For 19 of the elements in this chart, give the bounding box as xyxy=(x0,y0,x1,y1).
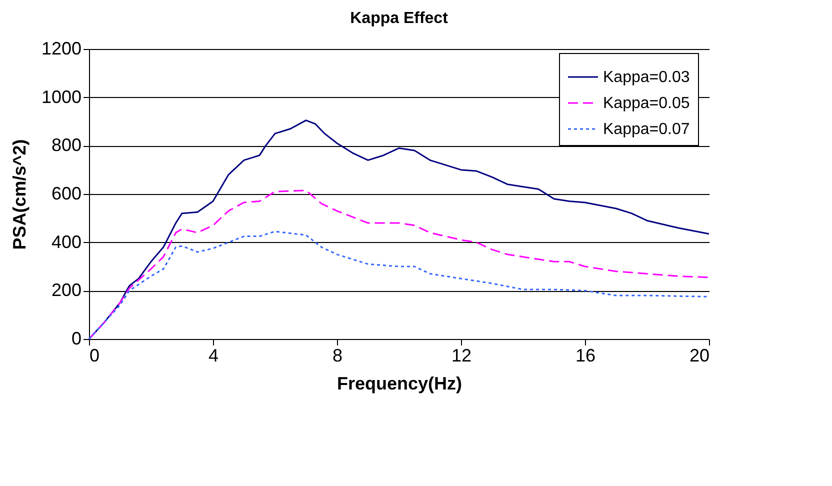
y-tick-label: 1200 xyxy=(41,38,82,58)
x-tick-label: 4 xyxy=(208,346,219,366)
x-tick-label: 0 xyxy=(90,346,100,366)
chart-title: Kappa Effect xyxy=(350,10,449,27)
x-tick-label: 20 xyxy=(689,346,710,366)
legend-label: Kappa=0.05 xyxy=(603,95,690,112)
y-tick-label: 400 xyxy=(51,232,82,252)
y-axis-title: PSA(cm/s^2) xyxy=(9,139,30,250)
legend-label: Kappa=0.03 xyxy=(603,69,690,86)
y-tick-label: 600 xyxy=(51,184,82,204)
x-tick-label: 8 xyxy=(332,346,343,366)
x-axis-title: Frequency(Hz) xyxy=(336,374,462,394)
y-tick-label: 200 xyxy=(51,280,82,300)
y-tick-label: 0 xyxy=(71,328,82,348)
y-tick-label: 800 xyxy=(51,135,82,156)
legend-label: Kappa=0.07 xyxy=(603,121,690,138)
x-tick-label: 16 xyxy=(575,346,596,366)
x-tick-label: 12 xyxy=(451,346,472,366)
y-tick-label: 1000 xyxy=(41,86,82,107)
